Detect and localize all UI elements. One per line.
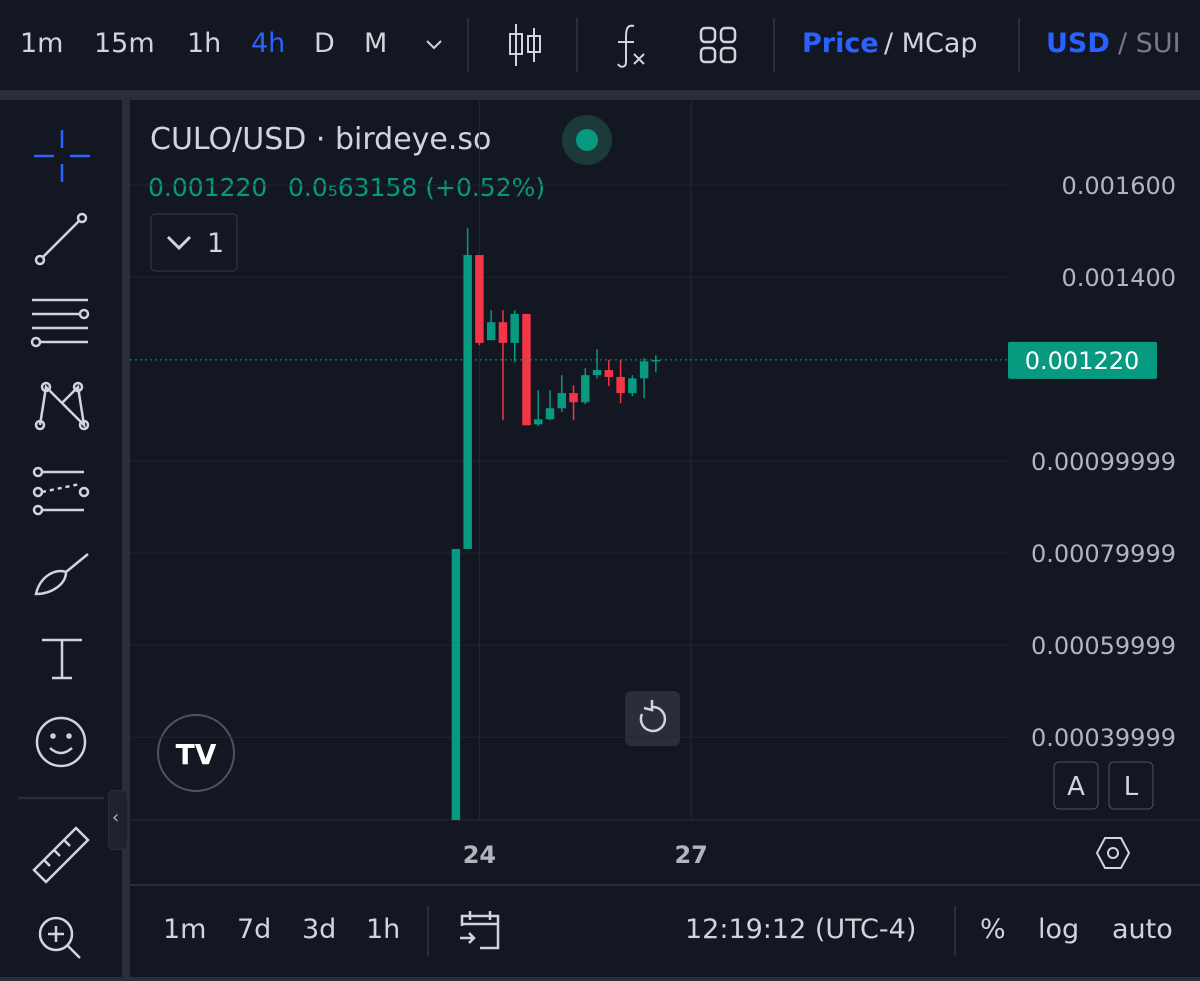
top-toolbar: 1m 15m 1h 4h D M Price / MCap USD / SUI bbox=[0, 0, 1200, 90]
separator bbox=[773, 18, 775, 72]
layout-icon[interactable] bbox=[698, 25, 740, 67]
candle-body bbox=[486, 322, 496, 341]
drawing-toolbar bbox=[0, 100, 122, 977]
range-button[interactable]: 3d bbox=[302, 914, 337, 945]
collapse-button[interactable]: ‹ bbox=[108, 790, 128, 850]
candle-body bbox=[451, 549, 461, 820]
interval[interactable]: D bbox=[314, 28, 335, 59]
last-price-label: 0.001220 bbox=[1025, 347, 1140, 375]
y-tick-label: 0.00039999 bbox=[1031, 724, 1176, 752]
mcap-toggle[interactable]: / MCap bbox=[884, 28, 978, 59]
separator bbox=[427, 906, 429, 956]
dropdown-icon[interactable] bbox=[424, 38, 444, 52]
y-tick-label: 0.00059999 bbox=[1031, 632, 1176, 660]
quote-sui[interactable]: / SUI bbox=[1118, 28, 1181, 59]
emoji-tool[interactable] bbox=[35, 716, 87, 768]
candle-body bbox=[463, 255, 472, 550]
y-tick-label: 0.001400 bbox=[1061, 264, 1176, 292]
trend-line-tool[interactable] bbox=[34, 212, 88, 266]
text-tool[interactable] bbox=[42, 638, 82, 680]
candle-body bbox=[557, 393, 566, 409]
candle-body bbox=[534, 419, 543, 425]
separator bbox=[467, 18, 469, 72]
log-scale-button[interactable] bbox=[1108, 761, 1154, 810]
candle-body bbox=[522, 313, 531, 426]
price-toggle[interactable]: Price bbox=[802, 28, 879, 59]
interval[interactable]: M bbox=[364, 28, 388, 59]
reset-button[interactable] bbox=[625, 691, 680, 746]
candle-body bbox=[651, 359, 661, 362]
x-tick-label: 27 bbox=[674, 841, 707, 869]
interval-active[interactable]: 4h bbox=[251, 28, 286, 59]
ruler-tool[interactable] bbox=[32, 826, 90, 884]
candle-body bbox=[510, 313, 519, 343]
interval[interactable]: 1m bbox=[20, 28, 64, 59]
fib-tool[interactable] bbox=[30, 298, 90, 348]
percent-toggle[interactable]: % bbox=[980, 914, 1006, 945]
auto-toggle[interactable]: auto bbox=[1112, 914, 1173, 945]
brush-tool[interactable] bbox=[34, 553, 89, 596]
candle-body bbox=[569, 393, 578, 403]
chart: CULO/USD · birdeye.so 0.001220 0.0₅63158… bbox=[130, 100, 1200, 886]
auto-scale-label: A bbox=[1067, 772, 1085, 802]
interval[interactable]: 1h bbox=[187, 28, 222, 59]
drawing-tools bbox=[18, 130, 104, 959]
candle-body bbox=[628, 378, 637, 394]
forecast-tool[interactable] bbox=[32, 466, 90, 516]
last-price-tag bbox=[1008, 341, 1157, 379]
separator bbox=[1018, 18, 1020, 72]
candle-body bbox=[475, 255, 484, 343]
y-tick-label: 0.00099999 bbox=[1031, 448, 1176, 476]
candle-body bbox=[616, 376, 625, 394]
candles-icon[interactable] bbox=[505, 22, 545, 70]
settings-icon[interactable] bbox=[1095, 837, 1131, 869]
range-button[interactable]: 7d bbox=[237, 914, 272, 945]
auto-scale-button[interactable] bbox=[1053, 761, 1099, 810]
tv-logo-mark: TV bbox=[176, 738, 217, 771]
legend-change: 0.0₅63158 (+0.52%) bbox=[288, 173, 545, 202]
separator bbox=[954, 906, 956, 956]
range-button[interactable]: 1h bbox=[366, 914, 401, 945]
candle-body bbox=[639, 361, 649, 379]
status-dot bbox=[576, 129, 598, 151]
candle-body bbox=[581, 375, 590, 403]
quote-usd[interactable]: USD bbox=[1046, 28, 1110, 59]
indicators-icon[interactable] bbox=[612, 22, 652, 70]
chart-panel: CULO/USD · birdeye.so 0.001220 0.0₅63158… bbox=[130, 100, 1200, 977]
chart-title: CULO/USD · birdeye.so bbox=[150, 122, 491, 157]
chevron-icon bbox=[166, 235, 192, 251]
clock: 12:19:12 (UTC-4) bbox=[685, 914, 917, 945]
separator bbox=[576, 18, 578, 72]
y-tick-label: 0.001600 bbox=[1061, 172, 1176, 200]
y-tick-label: 0.00079999 bbox=[1031, 540, 1176, 568]
crosshair-tool[interactable] bbox=[34, 130, 90, 182]
interval[interactable]: 15m bbox=[94, 28, 155, 59]
pattern-tool[interactable] bbox=[34, 381, 90, 431]
range-button[interactable]: 1m bbox=[163, 914, 207, 945]
indicators-toggle[interactable] bbox=[150, 213, 238, 272]
bottom-toolbar: 1m 7d 3d 1h 12:19:12 (UTC-4) % log auto bbox=[130, 886, 1200, 977]
log-scale-label: L bbox=[1124, 772, 1139, 802]
candle-body bbox=[545, 408, 555, 420]
date-range-icon[interactable] bbox=[458, 908, 504, 954]
log-toggle[interactable]: log bbox=[1038, 914, 1080, 945]
settings-icon-center bbox=[1107, 847, 1119, 859]
candle-body bbox=[498, 322, 508, 343]
candle-body bbox=[592, 370, 602, 376]
candle-body bbox=[604, 370, 614, 377]
legend-price: 0.001220 bbox=[148, 173, 267, 202]
zoom-tool[interactable] bbox=[38, 916, 81, 959]
x-tick-label: 24 bbox=[463, 841, 496, 869]
tv-logo[interactable] bbox=[157, 714, 235, 792]
indicators-count: 1 bbox=[207, 228, 224, 259]
reset-icon bbox=[639, 700, 667, 733]
